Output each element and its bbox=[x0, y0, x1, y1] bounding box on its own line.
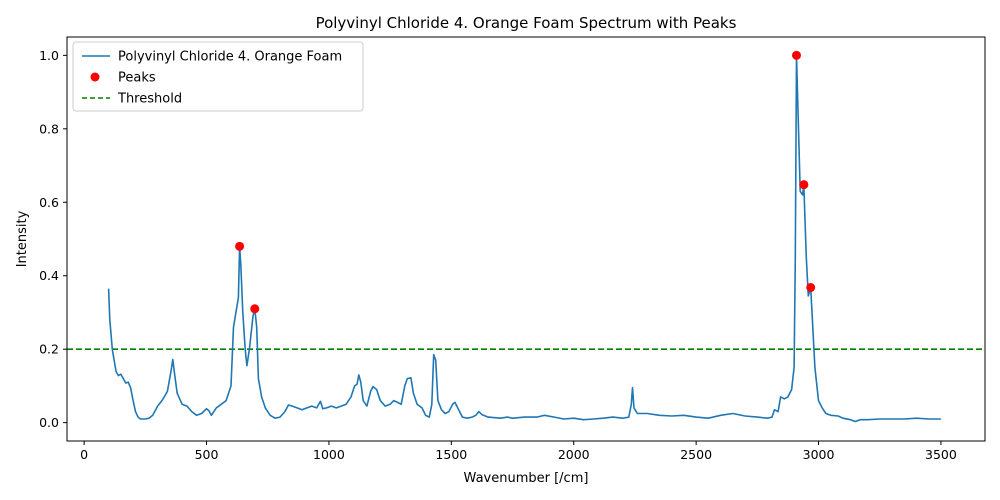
chart-title: Polyvinyl Chloride 4. Orange Foam Spectr… bbox=[316, 14, 737, 32]
y-tick-label: 0.2 bbox=[39, 342, 59, 357]
y-tick-label: 0.0 bbox=[39, 415, 59, 430]
x-tick-label: 1000 bbox=[313, 447, 345, 462]
x-tick-label: 1500 bbox=[435, 447, 467, 462]
peak-marker bbox=[799, 180, 809, 190]
peak-marker bbox=[806, 282, 816, 292]
plot-border bbox=[66, 36, 986, 442]
legend-label-spectrum: Polyvinyl Chloride 4. Orange Foam bbox=[118, 50, 342, 65]
legend: Polyvinyl Chloride 4. Orange Foam Peaks … bbox=[72, 41, 364, 112]
legend-box bbox=[72, 41, 364, 112]
legend-label-peaks: Peaks bbox=[118, 71, 156, 86]
x-tick-label: 0 bbox=[80, 447, 88, 462]
spectrum-line bbox=[107, 54, 941, 423]
x-tick-label: 2000 bbox=[558, 447, 590, 462]
peak-marker bbox=[792, 50, 802, 60]
line-layer bbox=[107, 54, 941, 423]
peaks-layer bbox=[235, 50, 816, 314]
x-tick-label: 500 bbox=[195, 447, 219, 462]
legend-label-threshold: Threshold bbox=[117, 92, 182, 107]
y-axis: 0.0 0.2 0.4 0.6 0.8 1.0 bbox=[39, 48, 67, 430]
x-tick-label: 3000 bbox=[803, 447, 835, 462]
legend-peak-swatch bbox=[90, 72, 100, 82]
peak-marker bbox=[235, 241, 245, 251]
y-axis-label: Intensity bbox=[15, 210, 30, 267]
y-tick-label: 0.4 bbox=[39, 268, 59, 283]
y-tick-label: 0.6 bbox=[39, 195, 59, 210]
x-tick-label: 2500 bbox=[680, 447, 712, 462]
peak-marker bbox=[250, 304, 260, 314]
x-axis-label: Wavenumber [/cm] bbox=[464, 471, 589, 486]
x-tick-label: 3500 bbox=[925, 447, 957, 462]
y-tick-label: 0.8 bbox=[39, 121, 59, 136]
y-tick-label: 1.0 bbox=[39, 48, 59, 63]
x-axis: 0 500 1000 1500 2000 2500 3000 3500 bbox=[80, 441, 957, 462]
